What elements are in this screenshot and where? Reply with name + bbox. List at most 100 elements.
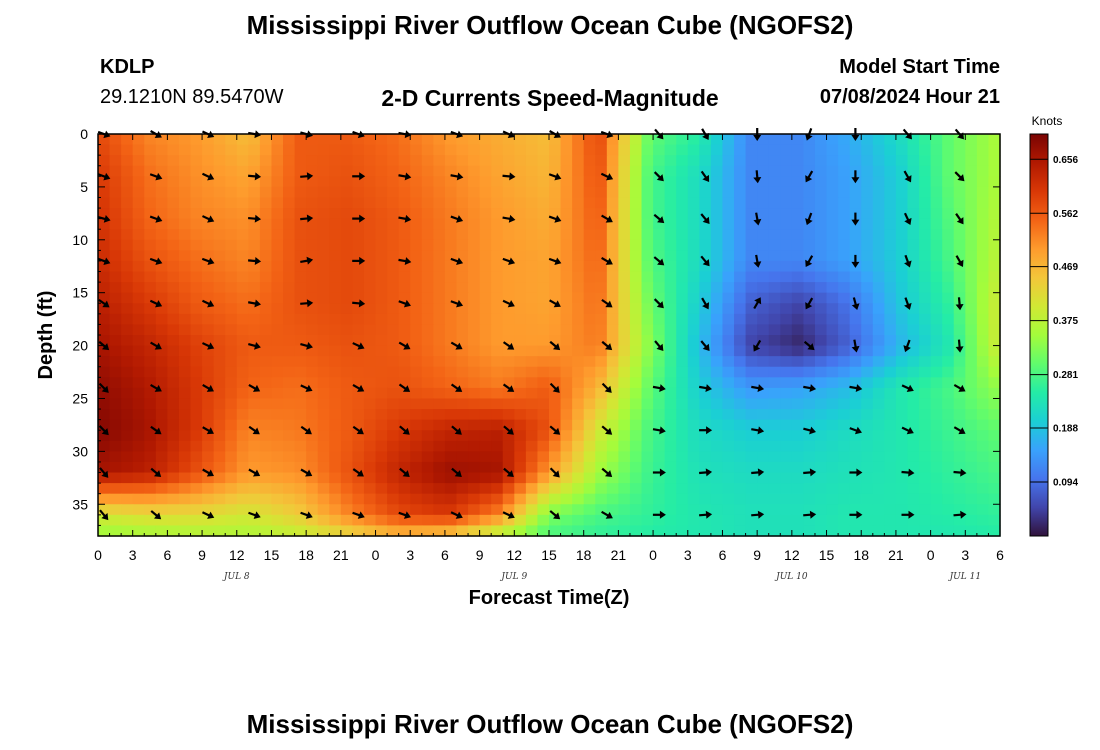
heatmap-cell (468, 324, 481, 336)
heatmap-cell (144, 134, 157, 146)
heatmap-cell (953, 239, 966, 251)
heatmap-cell (710, 303, 724, 315)
heatmap-cell (537, 197, 550, 209)
heatmap-cell (491, 419, 504, 431)
heatmap-cell (791, 356, 805, 368)
heatmap-cell (98, 197, 111, 209)
heatmap-cell (560, 461, 573, 474)
heatmap-cell (814, 218, 828, 230)
heatmap-cell (340, 409, 354, 421)
heatmap-cell (572, 451, 585, 463)
heatmap-cell (271, 398, 284, 410)
heatmap-cell (595, 430, 608, 442)
arrow-head (702, 259, 710, 267)
heatmap-cell (433, 514, 446, 527)
heatmap-cell (283, 514, 296, 527)
heatmap-cell (919, 525, 932, 537)
heatmap-cell (109, 345, 122, 357)
heatmap-cell (710, 292, 724, 304)
heatmap-cell (294, 472, 307, 484)
heatmap-cell (549, 461, 562, 474)
vector-arrow (751, 468, 765, 477)
heatmap-cell (976, 292, 990, 304)
heatmap-cell (745, 250, 758, 262)
heatmap-cell (722, 176, 735, 188)
heatmap-cell (375, 313, 388, 326)
heatmap-cell (988, 461, 1001, 474)
heatmap-cell (271, 472, 284, 484)
heatmap-cell (907, 514, 920, 527)
heatmap-cell (202, 472, 215, 484)
heatmap-cell (479, 345, 492, 357)
heatmap-cell (479, 451, 492, 463)
heatmap-cell (444, 165, 458, 177)
heatmap-cell (167, 504, 180, 516)
heatmap-cell (907, 461, 920, 474)
heatmap-cell (583, 366, 596, 378)
arrow-head (702, 216, 710, 224)
heatmap-cell (734, 324, 747, 336)
heatmap-cell (352, 461, 365, 474)
heatmap-cell (202, 409, 215, 421)
heatmap-cell (861, 197, 874, 209)
heatmap-cell (502, 271, 515, 283)
heatmap-cell (895, 271, 909, 283)
heatmap-cell (884, 282, 897, 294)
heatmap-cell (271, 514, 284, 527)
heatmap-cell (583, 345, 596, 357)
vector-arrow (248, 214, 262, 223)
heatmap-cell (884, 409, 897, 421)
heatmap-cell (283, 144, 296, 156)
heatmap-cell (838, 155, 851, 167)
heatmap-cell (861, 409, 874, 421)
heatmap-cell (375, 398, 388, 410)
heatmap-cell (121, 324, 134, 336)
heatmap-cell (502, 335, 515, 347)
heatmap-cell (433, 430, 446, 442)
heatmap-cell (988, 176, 1001, 188)
heatmap-cell (572, 461, 585, 474)
heatmap-cell (456, 356, 469, 368)
heatmap-cell (502, 165, 515, 177)
heatmap-cell (340, 186, 354, 199)
heatmap-cell (884, 451, 897, 463)
heatmap-cell (98, 419, 111, 431)
heatmap-cell (641, 493, 654, 505)
heatmap-cell (664, 335, 677, 347)
heatmap-cell (861, 229, 874, 241)
x-axis: 0 3 6 9 12 15 18 21 0 3 6 9 12 15 18 21 0 3 6 9 12 15 18 21 0 3 6J… (94, 134, 1004, 582)
heatmap-cell (421, 239, 434, 251)
heatmap-cell (895, 345, 909, 357)
heatmap-cell (340, 229, 354, 241)
heatmap-cell (699, 176, 712, 188)
heatmap-cell (606, 525, 619, 537)
heatmap-cell (699, 165, 712, 177)
heatmap-cell (410, 303, 423, 315)
colorbar-tick-label: 0.375 (1053, 316, 1078, 327)
heatmap-cell (456, 165, 469, 177)
heatmap-cell (895, 186, 909, 199)
heatmap-cell (687, 409, 700, 421)
heatmap-cell (479, 134, 492, 146)
heatmap-cell (225, 504, 238, 516)
heatmap-cell (167, 335, 180, 347)
arrow-head (904, 175, 912, 183)
model-start-label: Model Start Time (839, 56, 1000, 78)
heatmap-cell (340, 303, 354, 315)
heatmap-cell (444, 134, 458, 146)
heatmap-cell (780, 229, 793, 241)
heatmap-cell (907, 345, 920, 357)
heatmap-cell (549, 324, 562, 336)
heatmap-cell (468, 525, 481, 537)
heatmap-cell (757, 271, 770, 283)
heatmap-cell (248, 356, 261, 368)
heatmap-cell (306, 398, 319, 410)
heatmap-cell (814, 430, 828, 442)
heatmap-cell (583, 493, 596, 505)
heatmap-cell (560, 197, 573, 209)
heatmap-cell (98, 292, 111, 304)
heatmap-cell (398, 144, 411, 156)
heatmap-cell (710, 493, 724, 505)
heatmap-cell (953, 472, 966, 484)
